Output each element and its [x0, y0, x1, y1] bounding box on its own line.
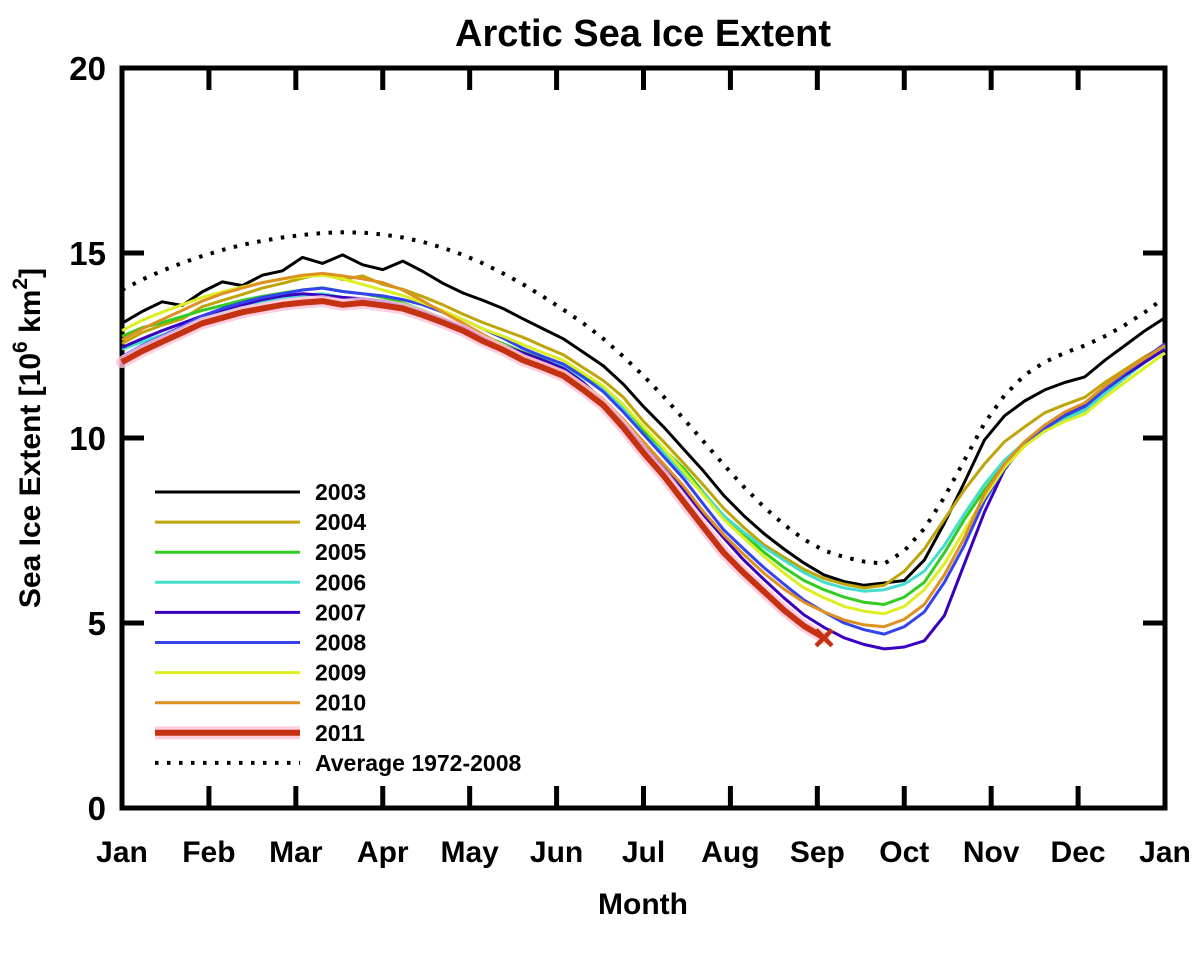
legend-label-2009: 2009 — [315, 660, 366, 686]
series-line-2010 — [121, 271, 1166, 629]
x-tick-label: Aug — [701, 836, 759, 869]
x-tick-label: May — [440, 836, 499, 869]
x-tick-label: Dec — [1051, 836, 1106, 869]
x-tick-label: Jan — [96, 836, 148, 869]
legend-label-2005: 2005 — [315, 539, 366, 565]
legend-label-2008: 2008 — [315, 630, 366, 656]
end-marker-x — [814, 628, 834, 648]
series-line-2007 — [121, 292, 1166, 651]
x-tick-label: Sep — [790, 836, 845, 869]
y-tick-label: 15 — [69, 235, 106, 272]
x-tick-label: Mar — [269, 836, 323, 869]
x-tick-label: Jan — [1139, 836, 1191, 869]
series-halo-2011 — [116, 295, 830, 644]
series-line-Average-1972-2008 — [121, 230, 1167, 566]
legend-label-2011: 2011 — [315, 720, 365, 746]
legend-label-2007: 2007 — [315, 599, 366, 625]
series-line-2004 — [121, 271, 1166, 590]
x-tick-label: Feb — [182, 836, 235, 869]
x-tick-label: Nov — [963, 836, 1020, 869]
series-line-2011 — [120, 298, 826, 641]
legend-label-Average-1972-2008: Average 1972-2008 — [315, 750, 522, 776]
y-tick-label: 5 — [88, 605, 106, 642]
series-line-2003 — [121, 253, 1166, 587]
y-tick-label: 10 — [69, 420, 106, 457]
axes: 0 5 10 15 20 Jan Feb Mar Apr May Jun Jul Aug Sep Oct No… — [69, 50, 1191, 869]
plot-series — [116, 230, 1167, 651]
x-tick-label: Oct — [879, 836, 929, 869]
x-tick-label: Jun — [530, 836, 583, 869]
y-tick-label: 0 — [88, 790, 106, 827]
legend-label-2003: 2003 — [315, 479, 366, 505]
legend-label-2006: 2006 — [315, 569, 366, 595]
chart-title: Arctic Sea Ice Extent — [455, 13, 831, 55]
legend-label-2010: 2010 — [315, 690, 366, 716]
legend: 2003 2004 2005 2006 2007 2008 2009 2010 2011 Aver… — [155, 479, 522, 776]
x-axis-label: Month — [598, 888, 688, 921]
y-tick-label: 20 — [69, 50, 106, 87]
x-tick-label: Jul — [622, 836, 665, 869]
legend-label-2004: 2004 — [315, 509, 366, 535]
x-tick-label: Apr — [357, 836, 409, 869]
y-axis-label: Sea Ice Extent [106 km2] — [9, 268, 47, 608]
